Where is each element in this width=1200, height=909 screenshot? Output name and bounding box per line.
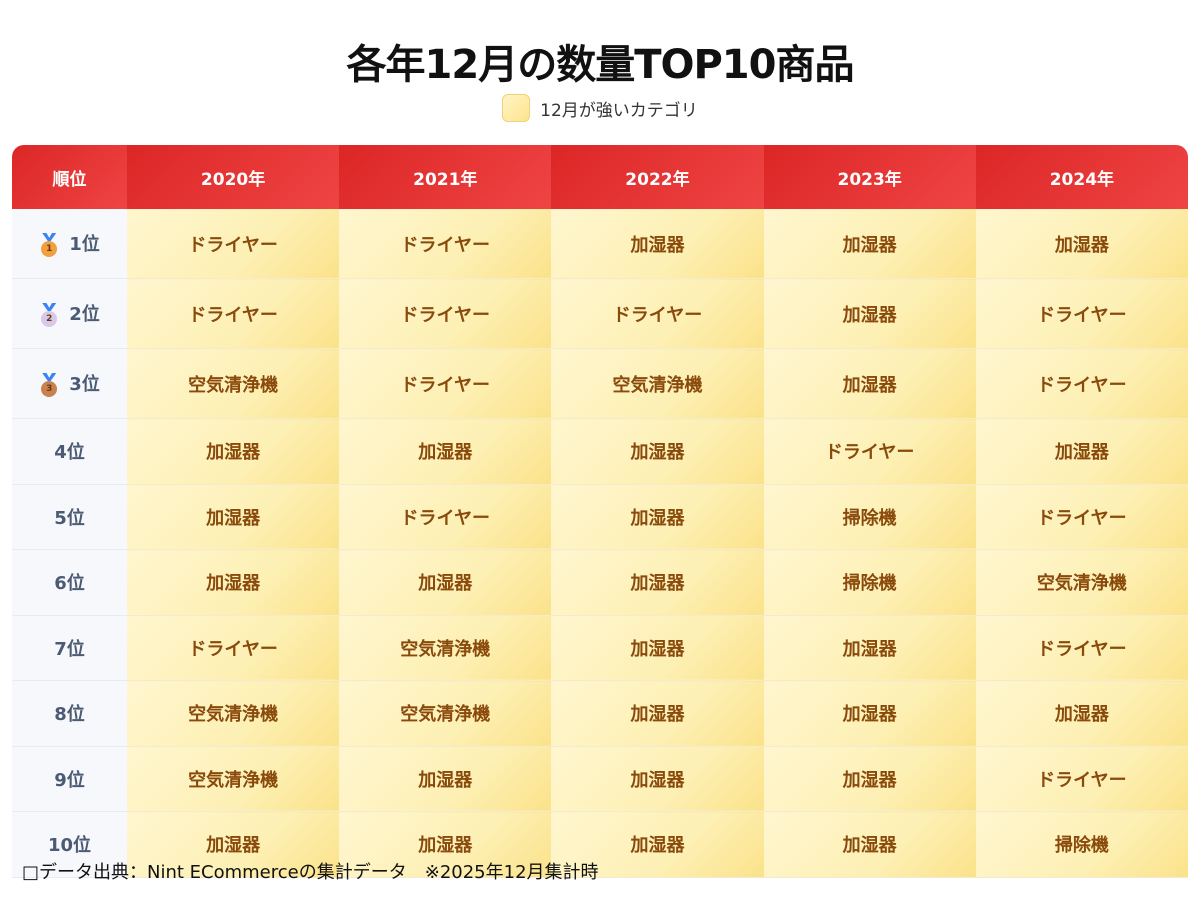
rank-label: 10位 bbox=[47, 835, 92, 857]
gold-medal-icon: 1 bbox=[39, 233, 59, 257]
rank-label: 9位 bbox=[54, 769, 85, 791]
product-cell: 加湿器 bbox=[763, 278, 976, 349]
rank-label: 6位 bbox=[54, 573, 85, 595]
product-cell: 加湿器 bbox=[339, 811, 552, 878]
header-year: 2023年 bbox=[763, 145, 976, 209]
table-row: 6位 加湿器 加湿器 加湿器 掃除機 空気清浄機 bbox=[12, 549, 1188, 616]
rank-label: 8位 bbox=[54, 704, 85, 726]
product-cell: 加湿器 bbox=[127, 418, 340, 485]
product-cell: ドライヤー bbox=[339, 348, 552, 419]
product-cell: ドライヤー bbox=[551, 278, 764, 349]
silver-medal-icon: 2 bbox=[39, 303, 59, 327]
product-cell: 加湿器 bbox=[127, 484, 340, 550]
product-cell: 加湿器 bbox=[127, 811, 340, 878]
product-cell: ドライヤー bbox=[127, 615, 340, 681]
header-year: 2022年 bbox=[551, 145, 764, 209]
table-row: 4位 加湿器 加湿器 加湿器 ドライヤー 加湿器 bbox=[12, 418, 1188, 485]
product-cell: ドライヤー bbox=[975, 278, 1188, 349]
table-row: 5位 加湿器 ドライヤー 加湿器 掃除機 ドライヤー bbox=[12, 484, 1188, 550]
rank-label: 5位 bbox=[54, 507, 85, 529]
product-cell: 加湿器 bbox=[127, 549, 340, 616]
rank-cell: 4位 bbox=[12, 418, 127, 485]
header-row: 順位 2020年 2021年 2022年 2023年 2024年 bbox=[12, 145, 1188, 209]
legend: 12月が強いカテゴリ bbox=[0, 94, 1200, 122]
product-cell: ドライヤー bbox=[975, 615, 1188, 681]
ranking-table: 順位 2020年 2021年 2022年 2023年 2024年 1 1位 ドライヤー ドライヤ… bbox=[12, 145, 1188, 878]
product-cell: ドライヤー bbox=[127, 209, 340, 279]
product-cell: ドライヤー bbox=[975, 348, 1188, 419]
rank-label: 3位 bbox=[69, 374, 100, 395]
product-cell: 加湿器 bbox=[551, 811, 764, 878]
product-cell: ドライヤー bbox=[339, 484, 552, 550]
product-cell: 加湿器 bbox=[551, 209, 764, 279]
table-row: 1 1位 ドライヤー ドライヤー 加湿器 加湿器 加湿器 bbox=[12, 209, 1188, 279]
rank-cell: 8位 bbox=[12, 680, 127, 747]
rank-cell: 3 3位 bbox=[12, 348, 127, 419]
product-cell: 空気清浄機 bbox=[127, 348, 340, 419]
product-cell: 加湿器 bbox=[763, 680, 976, 747]
product-cell: ドライヤー bbox=[763, 418, 976, 485]
legend-label: 12月が強いカテゴリ bbox=[540, 100, 698, 121]
product-cell: ドライヤー bbox=[339, 209, 552, 279]
product-cell: 掃除機 bbox=[763, 484, 976, 550]
product-cell: 加湿器 bbox=[551, 484, 764, 550]
rank-cell: 6位 bbox=[12, 549, 127, 616]
product-cell: 加湿器 bbox=[551, 615, 764, 681]
source-note: □データ出典：Nint ECommerceの集計データ ※2025年12月集計時 bbox=[22, 862, 599, 883]
product-cell: 空気清浄機 bbox=[975, 549, 1188, 616]
product-cell: 加湿器 bbox=[551, 549, 764, 616]
product-cell: 加湿器 bbox=[551, 418, 764, 485]
page-title: 各年12月の数量TOP10商品 bbox=[346, 42, 855, 88]
product-cell: 空気清浄機 bbox=[339, 615, 552, 681]
product-cell: 空気清浄機 bbox=[551, 348, 764, 419]
product-cell: ドライヤー bbox=[339, 278, 552, 349]
rank-cell: 10位 bbox=[12, 811, 127, 878]
product-cell: 加湿器 bbox=[763, 209, 976, 279]
table-row: 3 3位 空気清浄機 ドライヤー 空気清浄機 加湿器 ドライヤー bbox=[12, 348, 1188, 419]
product-cell: 掃除機 bbox=[975, 811, 1188, 878]
product-cell: 空気清浄機 bbox=[127, 680, 340, 747]
table-row: 9位 空気清浄機 加湿器 加湿器 加湿器 ドライヤー bbox=[12, 746, 1188, 812]
product-cell: 加湿器 bbox=[975, 680, 1188, 747]
header-year: 2024年 bbox=[975, 145, 1188, 209]
product-cell: ドライヤー bbox=[127, 278, 340, 349]
product-cell: 加湿器 bbox=[763, 348, 976, 419]
product-cell: ドライヤー bbox=[975, 484, 1188, 550]
table-row: 2 2位 ドライヤー ドライヤー ドライヤー 加湿器 ドライヤー bbox=[12, 278, 1188, 349]
product-cell: 空気清浄機 bbox=[339, 680, 552, 747]
rank-cell: 7位 bbox=[12, 615, 127, 681]
product-cell: 掃除機 bbox=[763, 549, 976, 616]
table-row: 8位 空気清浄機 空気清浄機 加湿器 加湿器 加湿器 bbox=[12, 680, 1188, 747]
rank-label: 2位 bbox=[69, 304, 100, 325]
product-cell: 加湿器 bbox=[339, 549, 552, 616]
product-cell: 加湿器 bbox=[975, 209, 1188, 279]
product-cell: 空気清浄機 bbox=[127, 746, 340, 812]
header-rank: 順位 bbox=[12, 145, 127, 209]
rank-cell: 9位 bbox=[12, 746, 127, 812]
header-year: 2021年 bbox=[339, 145, 552, 209]
rank-label: 4位 bbox=[54, 442, 85, 464]
rank-cell: 1 1位 bbox=[12, 209, 127, 279]
rank-cell: 2 2位 bbox=[12, 278, 127, 349]
table-row: 10位 加湿器 加湿器 加湿器 加湿器 掃除機 bbox=[12, 811, 1188, 878]
product-cell: 加湿器 bbox=[975, 418, 1188, 485]
header-year: 2020年 bbox=[127, 145, 340, 209]
product-cell: 加湿器 bbox=[551, 746, 764, 812]
product-cell: 加湿器 bbox=[339, 418, 552, 485]
table-row: 7位 ドライヤー 空気清浄機 加湿器 加湿器 ドライヤー bbox=[12, 615, 1188, 681]
product-cell: 加湿器 bbox=[551, 680, 764, 747]
rank-cell: 5位 bbox=[12, 484, 127, 550]
rank-label: 1位 bbox=[69, 234, 100, 255]
product-cell: ドライヤー bbox=[975, 746, 1188, 812]
product-cell: 加湿器 bbox=[763, 811, 976, 878]
legend-swatch bbox=[502, 94, 531, 122]
product-cell: 加湿器 bbox=[763, 615, 976, 681]
bronze-medal-icon: 3 bbox=[39, 373, 59, 397]
product-cell: 加湿器 bbox=[763, 746, 976, 812]
product-cell: 加湿器 bbox=[339, 746, 552, 812]
rank-label: 7位 bbox=[54, 638, 85, 660]
